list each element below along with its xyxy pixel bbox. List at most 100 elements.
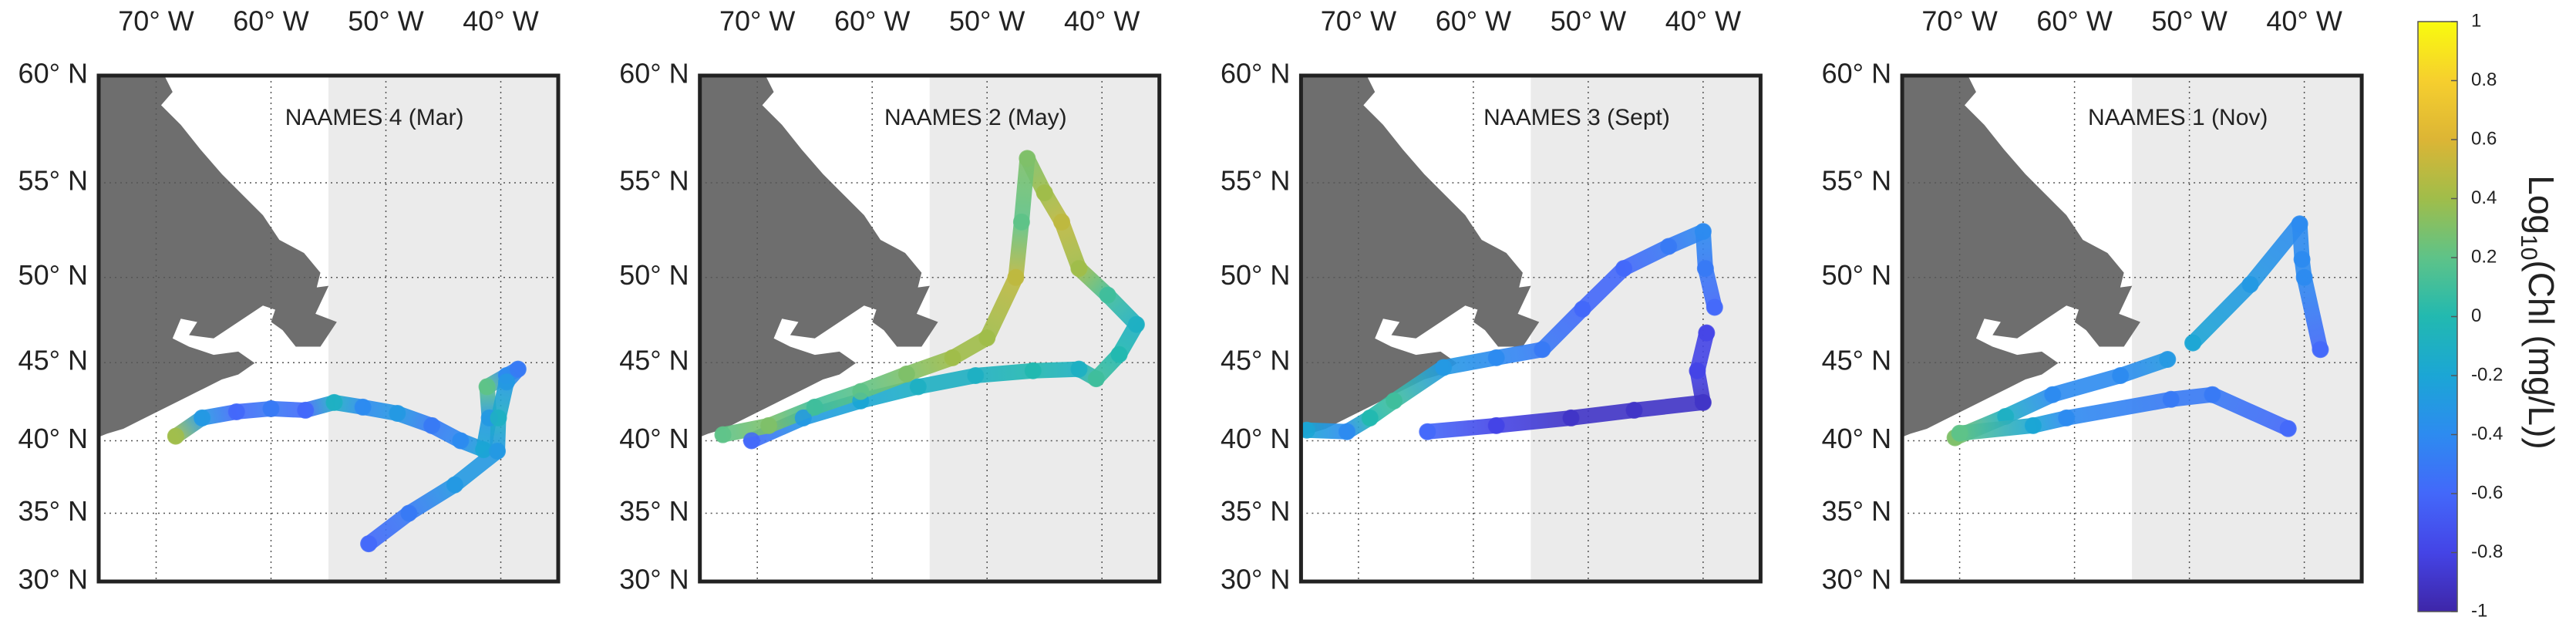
colorbar: 1 0.8 0.6 0.4 0.2 0 -0.2 -0.4 -0.6 -0.8 -1 Log10(Ch… <box>2417 10 2561 621</box>
colorbar-ramp <box>2417 21 2458 612</box>
track-point <box>1698 324 1716 342</box>
track-segment <box>2204 386 2296 437</box>
x-tick-label: 70° W <box>1921 5 1997 37</box>
track-point <box>714 426 732 443</box>
track-point <box>2295 268 2313 286</box>
panel-frame <box>698 73 1162 584</box>
colorbar-tick-label: -0.2 <box>2471 364 2503 385</box>
track-point <box>794 409 812 426</box>
x-tick-label: 60° W <box>2036 5 2112 37</box>
track-point <box>806 398 823 416</box>
track-segment <box>1574 261 1632 317</box>
panel-title: NAAMES 2 (May) <box>884 105 1067 130</box>
track-point <box>1070 260 1088 278</box>
track-segment <box>1419 417 1504 440</box>
track-segment <box>446 443 506 493</box>
track-point <box>167 427 184 445</box>
colorbar-tick-label: -0.6 <box>2471 482 2503 503</box>
y-tick-label: 60° N <box>19 58 88 89</box>
colorbar-label: Log10(Chl (mg/L)) <box>2516 175 2561 449</box>
map-area <box>99 76 558 581</box>
track-point <box>389 404 406 422</box>
track-point <box>1534 341 1551 359</box>
track-segment <box>910 367 984 395</box>
track-point <box>1012 213 1030 231</box>
track-point <box>1487 349 1505 366</box>
track-point <box>1574 300 1591 318</box>
track-segment <box>2296 269 2329 358</box>
track-segment <box>2059 391 2179 426</box>
y-tick-label: 50° N <box>1221 259 1290 291</box>
track-point <box>2162 390 2180 408</box>
y-tick-label: 60° N <box>1221 58 1290 89</box>
x-tick-label: 50° W <box>1551 5 1626 37</box>
track-point <box>1007 268 1025 286</box>
x-tick-label: 70° W <box>118 5 194 37</box>
y-tick-label: 40° N <box>1822 423 1891 454</box>
y-tick-label: 50° N <box>19 259 88 291</box>
map-area <box>1902 76 2362 581</box>
y-tick-label: 35° N <box>619 495 689 527</box>
colorbar-tick-label: -0.8 <box>2471 541 2503 562</box>
colorbar-tick-label: 0.2 <box>2471 246 2497 267</box>
y-tick-label: 30° N <box>619 564 689 595</box>
y-tick-label: 45° N <box>1221 345 1290 376</box>
x-tick-label: 50° W <box>348 5 423 37</box>
y-tick-label: 50° N <box>619 259 689 291</box>
colorbar-tick-label: -0.4 <box>2471 423 2503 444</box>
track-segment <box>979 269 1024 346</box>
panel-title: NAAMES 4 (Mar) <box>285 105 464 130</box>
map-panel: 70° W 60° W 50° W 40° W 60° N 55° N 50° N 45° N… <box>619 5 1162 595</box>
track-point <box>1694 223 1712 241</box>
x-tick-label: 70° W <box>719 5 795 37</box>
track-point <box>2058 409 2076 426</box>
x-tick-label: 40° W <box>1064 5 1140 37</box>
track-point <box>760 416 778 434</box>
colorbar-tick-label: 0.8 <box>2471 69 2497 90</box>
track-segment <box>1951 417 2041 441</box>
track-segment <box>2242 216 2308 292</box>
panel-frame <box>96 73 561 584</box>
track-segment <box>2045 367 2129 403</box>
label-part: Log <box>2521 175 2561 234</box>
track-point <box>1696 260 1714 278</box>
track-segment <box>1436 349 1504 376</box>
track-point <box>1615 260 1633 278</box>
y-tick-label: 35° N <box>1822 495 1891 527</box>
track-segment <box>968 362 1041 383</box>
y-tick-label: 55° N <box>1822 165 1891 197</box>
y-tick-label: 55° N <box>619 165 689 197</box>
track-point <box>1625 401 1643 419</box>
y-tick-label: 35° N <box>19 495 88 527</box>
colorbar-tick-label: 0 <box>2471 305 2481 326</box>
track-point <box>1301 421 1315 439</box>
track-point <box>1435 359 1453 376</box>
y-tick-label: 50° N <box>1822 259 1891 291</box>
track-point <box>2184 334 2202 352</box>
y-tick-label: 40° N <box>619 423 689 454</box>
track-point <box>1694 393 1712 411</box>
track-point <box>423 416 441 434</box>
x-tick-label: 70° W <box>1321 5 1396 37</box>
y-tick-label: 55° N <box>19 165 88 197</box>
y-tick-label: 30° N <box>19 564 88 595</box>
track-point <box>297 401 315 419</box>
map-area <box>1301 76 1761 581</box>
x-tick-label: 60° W <box>834 5 910 37</box>
track-segment <box>1626 394 1711 418</box>
map-panel: 70° W 60° W 50° W 40° W 60° N 55° N 50° N 45° N… <box>19 5 561 595</box>
panel-frame <box>1900 73 2364 584</box>
track-point <box>2312 341 2329 359</box>
track-point <box>1660 238 1678 255</box>
track-point <box>2159 351 2177 369</box>
shaded-region <box>328 76 558 581</box>
y-tick-label: 55° N <box>1221 165 1290 197</box>
track-point <box>1951 424 1968 442</box>
y-tick-label: 60° N <box>619 58 689 89</box>
track-segment <box>1998 386 2061 424</box>
y-tick-label: 45° N <box>619 345 689 376</box>
track-point <box>2293 251 2311 268</box>
label-subscript: 10 <box>2516 234 2541 260</box>
track-point <box>1339 423 1355 440</box>
